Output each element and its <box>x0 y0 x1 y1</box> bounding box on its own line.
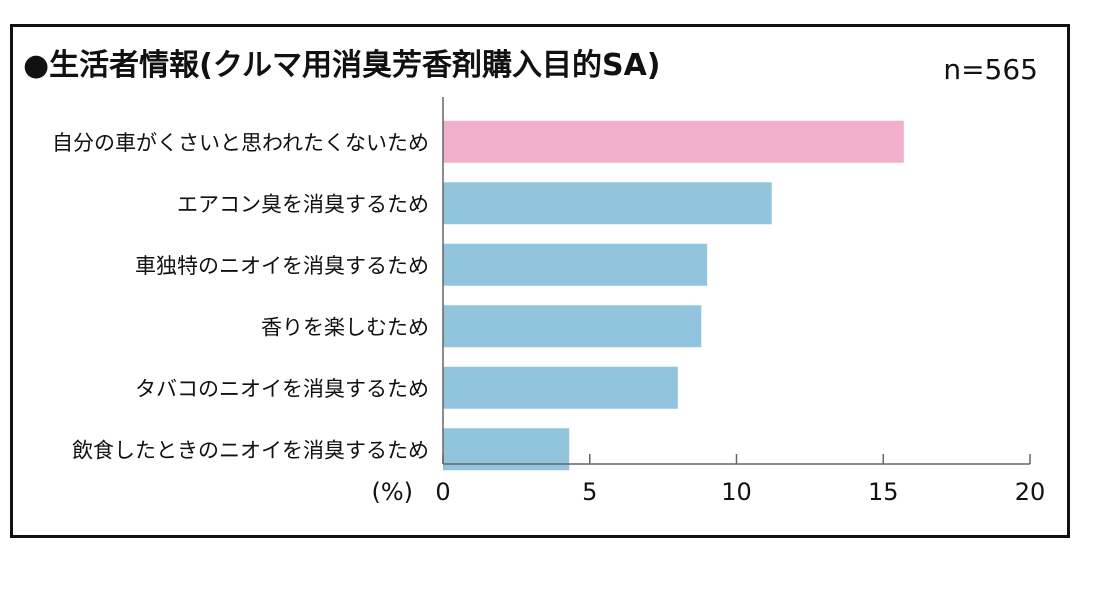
category-label-4: 香りを楽しむため <box>261 315 429 339</box>
category-label-2: エアコン臭を消臭するため <box>177 192 429 216</box>
plot-area: 自分の車がくさいと思われたくないためエアコン臭を消臭するため車独特のニオイを消臭… <box>52 97 1045 506</box>
bar-1 <box>443 120 904 163</box>
sample-size-label: n=565 <box>943 53 1038 86</box>
x-tick-label-15: 15 <box>868 478 899 506</box>
x-tick-label-20: 20 <box>1015 478 1046 506</box>
x-tick-label-5: 5 <box>582 478 597 506</box>
bar-2 <box>443 182 772 225</box>
chart-frame: ●生活者情報(クルマ用消臭芳香剤購入目的SA) n=565 自分の車がくさいと思… <box>10 24 1070 538</box>
x-axis-unit-label: (%) <box>371 478 413 506</box>
bar-5 <box>443 366 678 409</box>
category-label-5: タバコのニオイを消臭するため <box>135 377 429 401</box>
category-label-1: 自分の車がくさいと思われたくないため <box>52 131 429 155</box>
bar-3 <box>443 243 708 286</box>
chart-title: ●生活者情報(クルマ用消臭芳香剤購入目的SA) <box>23 48 661 83</box>
x-tick-label-10: 10 <box>721 478 752 506</box>
bar-4 <box>443 305 702 348</box>
x-tick-label-0: 0 <box>435 478 450 506</box>
category-label-3: 車独特のニオイを消臭するため <box>135 254 429 278</box>
bar-chart: ●生活者情報(クルマ用消臭芳香剤購入目的SA) n=565 自分の車がくさいと思… <box>23 48 1045 506</box>
category-label-6: 飲食したときのニオイを消臭するため <box>72 438 429 462</box>
